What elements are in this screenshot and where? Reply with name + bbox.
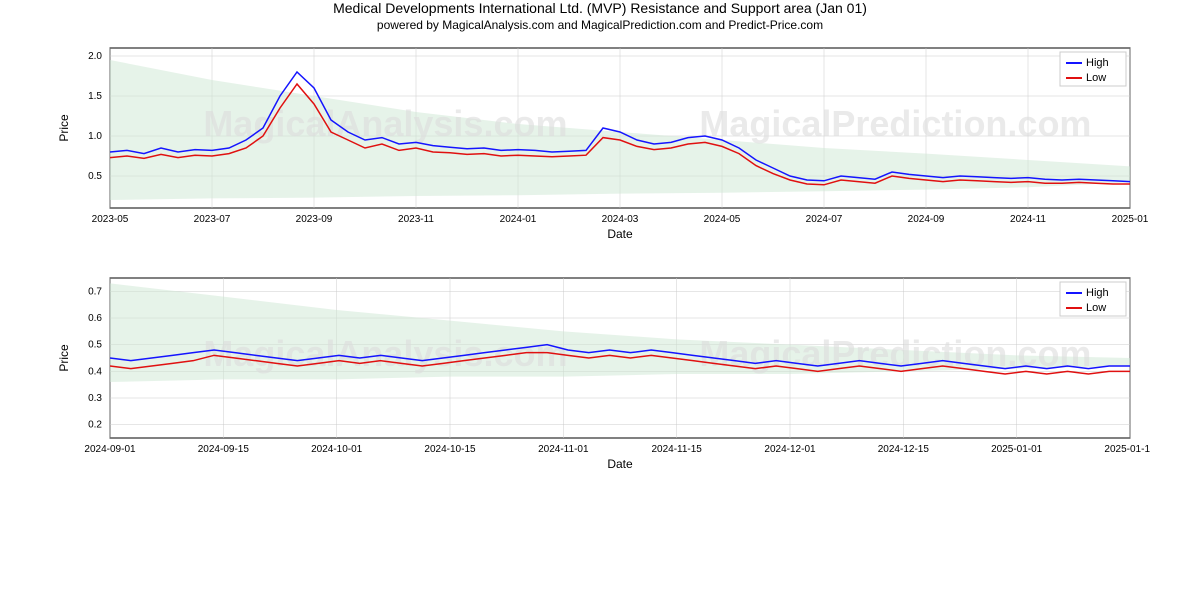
svg-text:Date: Date — [607, 227, 633, 241]
chart-top-container: 0.5 1.0 1.5 2.0 2023-05 2023-07 2023-09 2023-11… — [50, 38, 1150, 248]
svg-text:2024-11-15: 2024-11-15 — [651, 444, 702, 455]
svg-text:2024-09-15: 2024-09-15 — [198, 444, 250, 455]
svg-text:2024-01: 2024-01 — [500, 214, 537, 225]
svg-text:2023-07: 2023-07 — [194, 214, 231, 225]
page-title: Medical Developments International Ltd. … — [0, 0, 1200, 16]
svg-text:2.0: 2.0 — [88, 51, 102, 62]
svg-text:High: High — [1086, 287, 1109, 299]
svg-text:2025-01-15: 2025-01-15 — [1104, 444, 1150, 455]
svg-text:0.3: 0.3 — [88, 393, 102, 404]
svg-text:2024-11: 2024-11 — [1010, 214, 1046, 225]
svg-text:Low: Low — [1086, 72, 1106, 84]
svg-text:0.2: 0.2 — [88, 420, 102, 431]
svg-text:2024-10-01: 2024-10-01 — [311, 444, 363, 455]
svg-text:0.6: 0.6 — [88, 313, 102, 324]
page-subtitle: powered by MagicalAnalysis.com and Magic… — [0, 18, 1200, 32]
svg-text:Low: Low — [1086, 302, 1106, 314]
svg-text:2024-03: 2024-03 — [602, 214, 639, 225]
svg-text:0.5: 0.5 — [88, 171, 102, 182]
svg-text:1.0: 1.0 — [88, 131, 102, 142]
svg-text:2024-10-15: 2024-10-15 — [424, 444, 476, 455]
svg-text:MagicalPrediction.com: MagicalPrediction.com — [699, 103, 1091, 144]
svg-text:2023-05: 2023-05 — [92, 214, 129, 225]
svg-text:2025-01: 2025-01 — [1112, 214, 1149, 225]
svg-text:2024-05: 2024-05 — [704, 214, 741, 225]
svg-text:2024-09-01: 2024-09-01 — [84, 444, 136, 455]
svg-text:2024-11-01: 2024-11-01 — [538, 444, 589, 455]
svg-text:2024-12-15: 2024-12-15 — [878, 444, 930, 455]
svg-text:0.4: 0.4 — [88, 366, 102, 377]
svg-text:2023-11: 2023-11 — [398, 214, 434, 225]
svg-text:2024-12-01: 2024-12-01 — [764, 444, 816, 455]
svg-text:2024-09: 2024-09 — [908, 214, 945, 225]
svg-text:2025-01-01: 2025-01-01 — [991, 444, 1043, 455]
svg-text:Price: Price — [57, 344, 71, 372]
svg-text:High: High — [1086, 57, 1109, 69]
svg-text:Price: Price — [57, 114, 71, 142]
chart-bottom-container: 0.2 0.3 0.4 0.5 0.6 0.7 2024-09-01 2024-09-15 20… — [50, 268, 1150, 478]
svg-text:MagicalAnalysis.com: MagicalAnalysis.com — [203, 103, 567, 144]
svg-text:Date: Date — [607, 457, 633, 471]
svg-text:0.5: 0.5 — [88, 340, 102, 351]
chart-top: 0.5 1.0 1.5 2.0 2023-05 2023-07 2023-09 2023-11… — [50, 38, 1150, 248]
svg-text:0.7: 0.7 — [88, 286, 102, 297]
svg-text:2024-07: 2024-07 — [806, 214, 843, 225]
svg-text:MagicalAnalysis.com: MagicalAnalysis.com — [203, 333, 567, 374]
svg-text:1.5: 1.5 — [88, 91, 102, 102]
svg-text:2023-09: 2023-09 — [296, 214, 333, 225]
chart-bottom: 0.2 0.3 0.4 0.5 0.6 0.7 2024-09-01 2024-09-15 20… — [50, 268, 1150, 478]
